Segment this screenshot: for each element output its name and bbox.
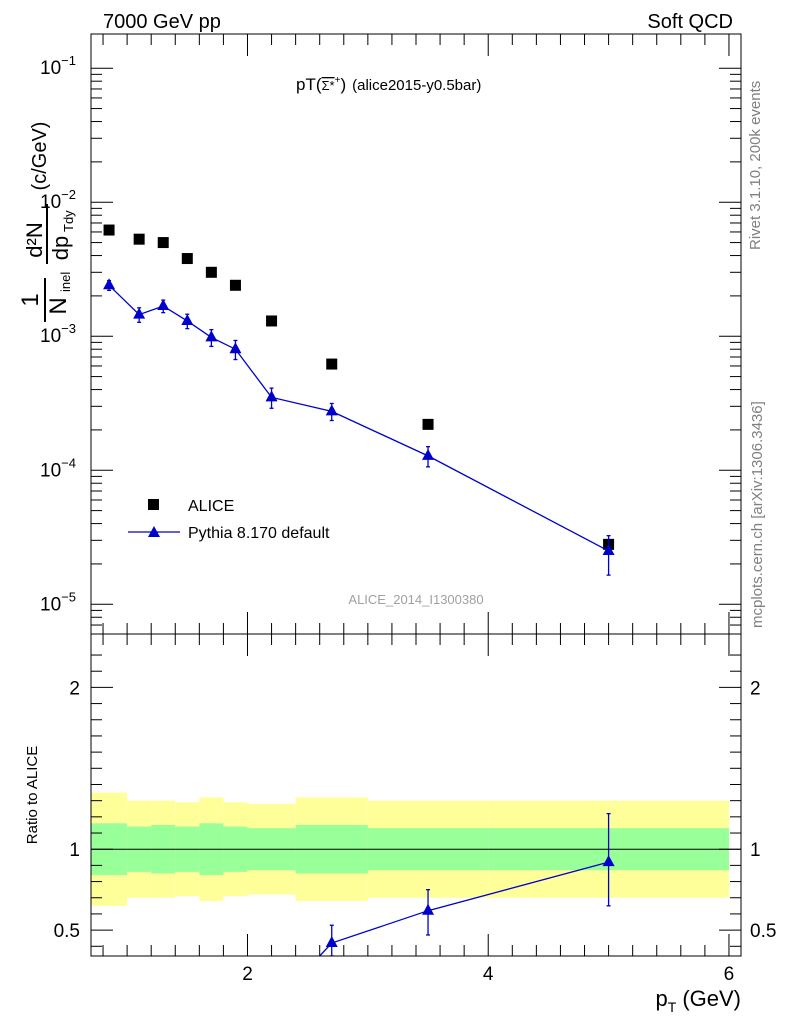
main-y-tick-label: 10−4 [40,455,76,481]
main-y-axis-label: 1 N inel d²N dp Tdy (c/GeV) [17,122,76,322]
pythia-data-point [325,404,338,416]
pythia-data-point [602,543,615,555]
axis-ticks [91,34,741,956]
mcplots-source-label: mcplots.cern.ch [arXiv:1306.3436] [749,401,766,628]
ratio-y-axis-label: Ratio to ALICE [24,746,41,844]
ratio-y-tick-label-right: 0.5 [750,921,776,942]
ylabel-one: 1 [17,293,44,306]
alice-data-point [422,418,434,430]
ratio-y-tick-label: 1 [69,840,80,861]
alice-data-point [229,279,241,291]
alice-data-point [103,224,115,236]
pythia-data-point [422,448,435,460]
legend-alice-label: ALICE [188,498,234,515]
x-tick-label: 6 [724,964,735,985]
ylabel-dp: dp [48,236,73,260]
title-particle-charge: + [335,75,341,86]
pythia-data-point [103,278,116,290]
ylabel-tdy: Tdy [61,210,76,232]
ratio-y-tick-label-right: 1 [750,840,761,861]
main-y-tick-label: 10−5 [40,589,76,615]
x-tick-label: 2 [242,964,253,985]
ratio-data-point [422,903,435,915]
alice-data-point [181,253,193,265]
pythia-data-point [265,390,278,402]
legend-pythia-label: Pythia 8.170 default [188,525,330,542]
title-tag: (alice2015-y0.5bar) [352,77,481,94]
legend-pythia-marker [148,526,160,537]
main-plot-title: pT(Σ*+) (alice2015-y0.5bar) [296,75,481,94]
ratio-pythia-line [319,861,609,956]
ratio-plot-frame [90,633,742,957]
main-y-tick-label: 10−3 [40,321,76,347]
alice-data-point [326,358,338,370]
main-y-tick-label: 10−2 [40,187,76,213]
rivet-version-label: Rivet 3.1.10, 200k events [747,81,764,250]
ylabel-dn: d²N [22,222,47,257]
ylabel-units: (c/GeV) [29,122,51,191]
ratio-y-tick-label-right: 2 [750,678,761,699]
main-plot-frame [90,33,742,635]
pythia-data-point [181,313,194,325]
header-category-label: Soft QCD [647,11,733,33]
main-plot-marks [103,224,615,576]
header-energy-label: 7000 GeV pp [103,11,221,33]
alice-data-point [266,315,278,327]
ratio-plot-marks [319,812,615,956]
alice-data-point [157,237,169,249]
ylabel-n: N [45,297,72,314]
main-y-tick-label: 10−1 [40,53,76,79]
ratio-data-point [325,936,338,948]
x-axis-label: pT (GeV) [656,986,742,1015]
pythia-line [108,284,609,552]
x-tick-label: 4 [483,964,494,985]
alice-data-point [133,233,145,245]
legend-alice-marker [148,499,159,510]
legend: ALICE Pythia 8.170 default [128,498,330,542]
ratio-y-tick-label: 0.5 [54,921,80,942]
pythia-data-point [157,299,170,311]
ratio-uncertainty-bands [91,792,741,906]
ylabel-inel: inel [58,272,73,292]
pythia-data-point [133,307,146,319]
ratio-data-point [602,855,615,867]
pythia-data-point [229,342,242,354]
analysis-watermark: ALICE_2014_I1300380 [348,592,483,607]
title-particle: Σ* [322,78,335,93]
pythia-data-point [205,330,218,342]
ratio-y-tick-label: 2 [69,678,80,699]
alice-data-point [205,266,217,278]
